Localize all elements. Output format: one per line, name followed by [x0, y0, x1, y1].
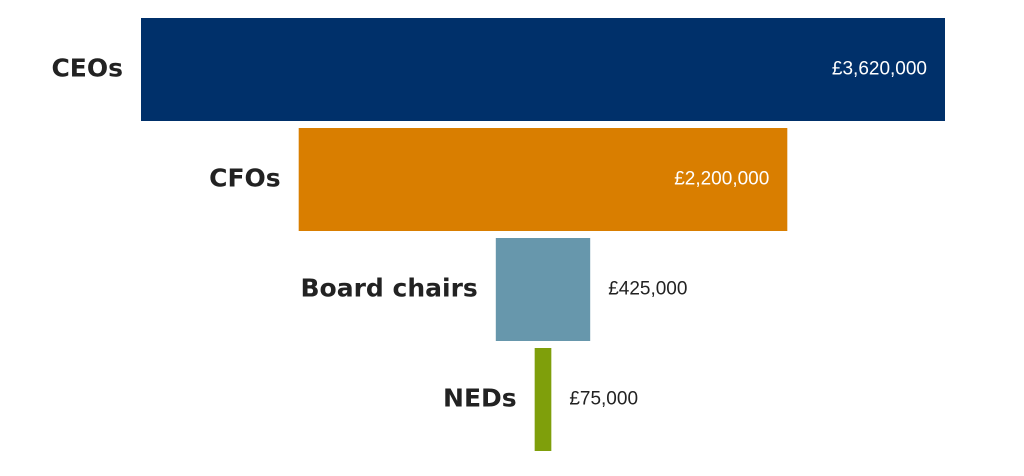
funnel-bar — [495, 238, 591, 341]
funnel-bar — [534, 348, 552, 451]
funnel-bar — [298, 128, 788, 231]
category-label: Board chairs — [301, 274, 478, 303]
category-label: NEDs — [443, 384, 517, 413]
funnel-bar — [141, 18, 945, 121]
value-label: £2,200,000 — [674, 169, 769, 190]
category-label: CFOs — [209, 164, 281, 193]
value-label: £3,620,000 — [832, 59, 927, 80]
value-label: £425,000 — [608, 279, 687, 300]
category-label: CEOs — [51, 54, 123, 83]
value-label: £75,000 — [569, 389, 638, 410]
